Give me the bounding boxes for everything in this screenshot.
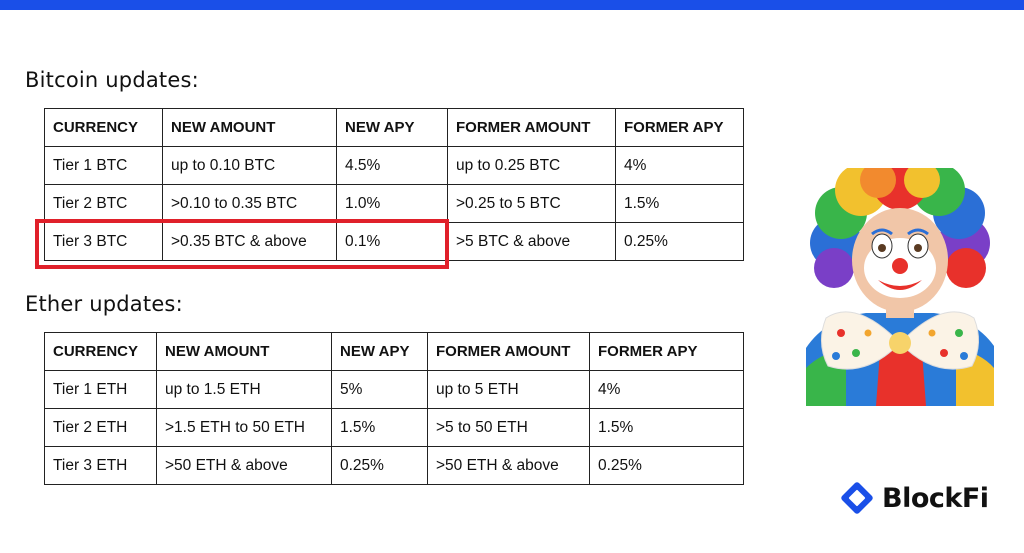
table-header-row: CURRENCY NEW AMOUNT NEW APY FORMER AMOUN… [44,108,744,147]
bitcoin-rates-table: CURRENCY NEW AMOUNT NEW APY FORMER AMOUN… [44,108,744,261]
table-cell: >50 ETH & above [427,446,590,485]
table-cell: Tier 1 ETH [44,370,157,409]
ether-rates-table: CURRENCY NEW AMOUNT NEW APY FORMER AMOUN… [44,332,744,485]
top-accent-bar [0,0,1024,10]
table-cell: up to 1.5 ETH [156,370,332,409]
table-cell: >0.25 to 5 BTC [447,184,616,223]
table-cell: 1.5% [331,408,428,447]
table-cell: >5 BTC & above [447,222,616,261]
table-row: Tier 1 ETH up to 1.5 ETH 5% up to 5 ETH … [44,370,744,409]
table-row: Tier 2 BTC >0.10 to 0.35 BTC 1.0% >0.25 … [44,184,744,223]
table-cell: Tier 1 BTC [44,146,163,185]
tier3-btc-highlight-box [35,219,449,269]
table-cell: 0.25% [589,446,744,485]
blockfi-logo: BlockFi [840,480,990,516]
bitcoin-section-title: Bitcoin updates: [25,68,199,92]
table-cell: 4% [615,146,744,185]
header-former-apy: FORMER APY [589,332,744,371]
table-row: Tier 3 ETH >50 ETH & above 0.25% >50 ETH… [44,446,744,485]
table-cell: Tier 2 ETH [44,408,157,447]
table-cell: Tier 2 BTC [44,184,163,223]
table-cell: >5 to 50 ETH [427,408,590,447]
header-former-amount: FORMER AMOUNT [447,108,616,147]
header-new-apy: NEW APY [336,108,448,147]
ether-section-title: Ether updates: [25,292,183,316]
table-cell: >0.35 BTC & above [162,222,337,261]
header-new-amount: NEW AMOUNT [156,332,332,371]
table-cell: up to 0.10 BTC [162,146,337,185]
table-cell: >1.5 ETH to 50 ETH [156,408,332,447]
table-cell: 4% [589,370,744,409]
table-row: Tier 3 BTC >0.35 BTC & above 0.1% >5 BTC… [44,222,744,261]
table-cell: 1.5% [615,184,744,223]
header-currency: CURRENCY [44,108,163,147]
table-cell: up to 0.25 BTC [447,146,616,185]
clown-image [806,168,994,406]
table-cell: 0.25% [331,446,428,485]
table-cell: 0.1% [336,222,448,261]
table-cell: >0.10 to 0.35 BTC [162,184,337,223]
header-former-amount: FORMER AMOUNT [427,332,590,371]
table-cell: 1.5% [589,408,744,447]
blockfi-logo-text: BlockFi [882,482,989,514]
table-cell: 1.0% [336,184,448,223]
header-new-apy: NEW APY [331,332,428,371]
table-cell: 4.5% [336,146,448,185]
blockfi-logo-icon [841,482,873,514]
table-cell: up to 5 ETH [427,370,590,409]
table-cell: 5% [331,370,428,409]
header-former-apy: FORMER APY [615,108,744,147]
header-currency: CURRENCY [44,332,157,371]
header-new-amount: NEW AMOUNT [162,108,337,147]
table-row: Tier 2 ETH >1.5 ETH to 50 ETH 1.5% >5 to… [44,408,744,447]
table-cell: >50 ETH & above [156,446,332,485]
table-cell: Tier 3 ETH [44,446,157,485]
table-header-row: CURRENCY NEW AMOUNT NEW APY FORMER AMOUN… [44,332,744,371]
table-cell: 0.25% [615,222,744,261]
table-row: Tier 1 BTC up to 0.10 BTC 4.5% up to 0.2… [44,146,744,185]
table-cell: Tier 3 BTC [44,222,163,261]
